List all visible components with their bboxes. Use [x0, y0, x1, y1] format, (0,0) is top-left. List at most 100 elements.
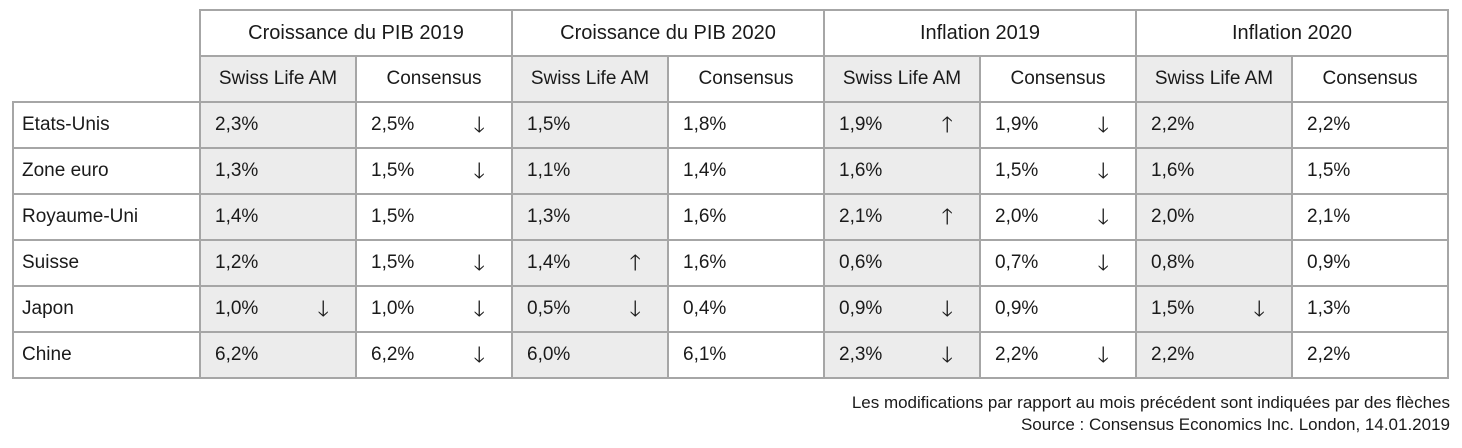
group-header-gdp-2019: Croissance du PIB 2019	[199, 9, 513, 57]
sub-header-consensus: Consensus	[979, 55, 1137, 103]
value-cell: 0,5% 🡓	[511, 285, 669, 333]
source-note: Source : Consensus Economics Inc. London…	[1020, 415, 1450, 434]
arrow-down-icon: 🡓	[317, 296, 329, 321]
value-text: 1,3%	[1307, 298, 1351, 319]
value-cell: 1,6%	[823, 147, 981, 195]
value-cell: 1,6%	[667, 239, 825, 287]
value-cell: 2,2%	[1291, 101, 1449, 149]
value-text: 6,2%	[215, 344, 259, 365]
country-label: Zone euro	[12, 147, 201, 195]
value-text: 6,2%	[371, 344, 415, 365]
sub-header-row: Swiss Life AM Consensus Swiss Life AM Co…	[13, 55, 1449, 103]
value-cell: 1,4% 🡑	[511, 239, 669, 287]
value-text: 1,5%	[371, 206, 415, 227]
value-text: 2,0%	[995, 206, 1039, 227]
value-text: 0,4%	[683, 298, 727, 319]
value-cell: 1,5% 🡓	[1135, 285, 1293, 333]
value-text: 1,5%	[1307, 160, 1351, 181]
value-text: 1,5%	[371, 252, 415, 273]
value-text: 2,2%	[1151, 114, 1195, 135]
group-header-gdp-2020: Croissance du PIB 2020	[511, 9, 825, 57]
country-label: Royaume-Uni	[12, 193, 201, 241]
value-cell: 1,3%	[511, 193, 669, 241]
value-cell: 1,0% 🡓	[355, 285, 513, 333]
value-text: 2,3%	[215, 114, 259, 135]
value-text: 1,0%	[371, 298, 415, 319]
value-cell: 0,9% 🡓	[823, 285, 981, 333]
sub-header-swiss-life: Swiss Life AM	[199, 55, 357, 103]
country-label: Japon	[12, 285, 201, 333]
value-text: 2,1%	[1307, 206, 1351, 227]
value-cell: 1,5%	[511, 101, 669, 149]
value-text: 2,2%	[995, 344, 1039, 365]
value-cell: 0,8%	[1135, 239, 1293, 287]
value-text: 1,4%	[683, 160, 727, 181]
value-cell: 2,1% 🡑	[823, 193, 981, 241]
value-text: 6,0%	[527, 344, 571, 365]
arrow-down-icon: 🡓	[1097, 204, 1109, 229]
value-text: 2,0%	[1151, 206, 1195, 227]
value-cell: 0,9%	[1291, 239, 1449, 287]
arrow-down-icon: 🡓	[1253, 296, 1265, 321]
value-cell: 0,4%	[667, 285, 825, 333]
table-body: Etats-Unis 2,3% 2,5% 🡓 1,5% 1,8% 1,9% 🡑 1,9% 🡓 2,2…	[12, 101, 1449, 379]
arrow-down-icon: 🡓	[1097, 112, 1109, 137]
value-cell: 6,2%	[199, 331, 357, 379]
value-text: 0,9%	[995, 298, 1039, 319]
value-text: 2,5%	[371, 114, 415, 135]
value-cell: 2,3%	[199, 101, 357, 149]
value-cell: 2,0%	[1135, 193, 1293, 241]
country-label: Suisse	[12, 239, 201, 287]
value-cell: 2,2%	[1291, 331, 1449, 379]
value-text: 0,6%	[839, 252, 883, 273]
value-text: 6,1%	[683, 344, 727, 365]
value-text: 1,5%	[1151, 298, 1195, 319]
value-text: 0,9%	[839, 298, 883, 319]
table-row: Etats-Unis 2,3% 2,5% 🡓 1,5% 1,8% 1,9% 🡑 1,9% 🡓 2,2…	[12, 101, 1449, 149]
arrow-down-icon: 🡓	[629, 296, 641, 321]
arrow-down-icon: 🡓	[473, 158, 485, 183]
arrow-down-icon: 🡓	[473, 112, 485, 137]
value-cell: 2,1%	[1291, 193, 1449, 241]
arrow-down-icon: 🡓	[941, 296, 953, 321]
value-text: 2,3%	[839, 344, 883, 365]
forecast-table: Croissance du PIB 2019 Croissance du PIB…	[12, 9, 1449, 379]
value-cell: 2,5% 🡓	[355, 101, 513, 149]
value-cell: 1,5%	[1291, 147, 1449, 195]
value-cell: 1,6%	[1135, 147, 1293, 195]
arrow-down-icon: 🡓	[941, 342, 953, 367]
value-text: 1,6%	[839, 160, 883, 181]
value-text: 1,4%	[527, 252, 571, 273]
table-row: Japon 1,0% 🡓 1,0% 🡓 0,5% 🡓 0,4% 0,9% 🡓 0,9% 1,5% 🡓 1,…	[12, 285, 1449, 333]
value-text: 1,6%	[683, 206, 727, 227]
arrow-down-icon: 🡓	[473, 342, 485, 367]
sub-header-swiss-life: Swiss Life AM	[823, 55, 981, 103]
value-text: 0,7%	[995, 252, 1039, 273]
value-text: 2,2%	[1151, 344, 1195, 365]
country-label: Etats-Unis	[12, 101, 201, 149]
value-text: 1,0%	[215, 298, 259, 319]
value-cell: 6,1%	[667, 331, 825, 379]
group-header-inflation-2019: Inflation 2019	[823, 9, 1137, 57]
arrow-legend-note: Les modifications par rapport au mois pr…	[851, 393, 1450, 412]
value-cell: 1,3%	[199, 147, 357, 195]
value-text: 1,6%	[1151, 160, 1195, 181]
table-footer: Les modifications par rapport au mois pr…	[852, 392, 1450, 436]
value-cell: 0,7% 🡓	[979, 239, 1137, 287]
value-text: 0,8%	[1151, 252, 1195, 273]
value-cell: 1,5% 🡓	[979, 147, 1137, 195]
value-text: 2,2%	[1307, 344, 1351, 365]
corner-cell	[13, 10, 201, 103]
arrow-up-icon: 🡑	[941, 112, 953, 137]
value-cell: 1,2%	[199, 239, 357, 287]
value-text: 1,9%	[995, 114, 1039, 135]
value-text: 1,3%	[215, 160, 259, 181]
value-text: 1,6%	[683, 252, 727, 273]
value-cell: 2,0% 🡓	[979, 193, 1137, 241]
value-text: 1,3%	[527, 206, 571, 227]
table-row: Royaume-Uni 1,4% 1,5% 1,3% 1,6% 2,1% 🡑 2,0% 🡓 2,0…	[12, 193, 1449, 241]
sub-header-swiss-life: Swiss Life AM	[511, 55, 669, 103]
arrow-down-icon: 🡓	[1097, 250, 1109, 275]
value-cell: 1,3%	[1291, 285, 1449, 333]
value-cell: 6,0%	[511, 331, 669, 379]
